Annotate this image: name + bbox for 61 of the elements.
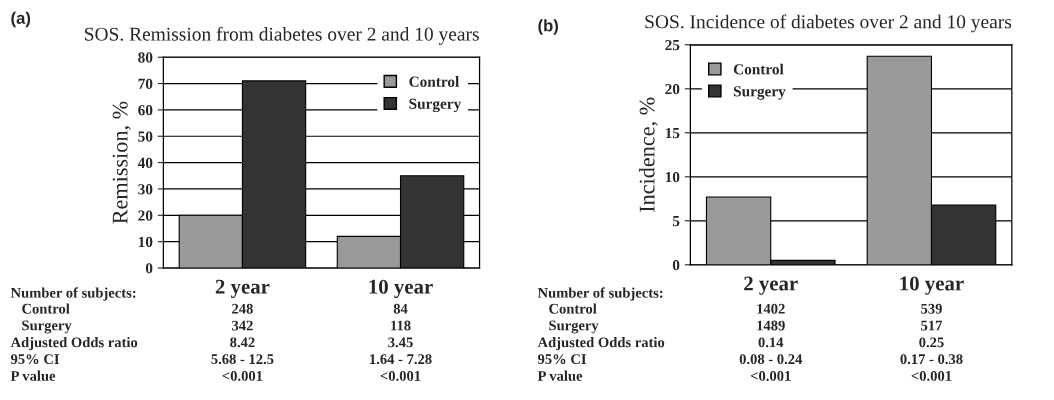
legend-label: Control (733, 63, 784, 75)
text: 118 (391, 320, 411, 331)
y-axis-title: Remission, % (112, 101, 131, 224)
text: <0.001 (380, 371, 421, 381)
text: 8.42 (230, 337, 255, 348)
text: Adjusted Odds ratio (537, 336, 665, 351)
text: Control (549, 303, 597, 314)
y-axis-title: Incidence, % (638, 97, 658, 212)
y-tick-label: 25 (665, 39, 680, 51)
y-tick-label: 20 (665, 83, 680, 95)
text: Surgery (549, 320, 599, 334)
text: 84 (393, 303, 408, 314)
y-tick-label: 0 (672, 259, 680, 271)
text: 3.45 (388, 337, 413, 348)
text: Adjusted Odds ratio (10, 336, 138, 351)
text: 0.08 - 0.24 (739, 354, 803, 365)
y-tick-label: 5 (672, 216, 680, 227)
text: 1489 (757, 320, 785, 331)
y-tick-label: 40 (137, 157, 153, 169)
text: 1.64 - 7.28 (370, 354, 432, 365)
legend-label: Surgery (409, 98, 462, 113)
text: (a) (11, 11, 31, 28)
text: <0.001 (222, 371, 263, 381)
y-tick-label: 80 (138, 52, 153, 63)
text: 0.17 - 0.38 (900, 354, 963, 365)
text: 342 (232, 320, 253, 331)
x-tick-label: 10 year (900, 276, 964, 295)
text: Surgery (22, 320, 72, 334)
text: P value (10, 370, 56, 381)
y-tick-label: 50 (138, 131, 153, 142)
text: (b) (538, 19, 558, 35)
text: 248 (232, 303, 253, 314)
chart-title: SOS. Incidence of diabetes over 2 and 10 years (645, 14, 1012, 33)
chart-title: SOS. Remission from diabetes over 2 and 10 years (85, 26, 479, 45)
text: P value (537, 370, 583, 381)
x-tick-label: 2 year (215, 279, 270, 298)
text: 517 (921, 320, 943, 331)
y-tick-label: 0 (145, 263, 153, 274)
text: 539 (921, 303, 942, 314)
y-tick-label: 30 (138, 184, 153, 195)
y-tick-label: 15 (665, 128, 680, 139)
y-tick-label: 20 (138, 210, 153, 221)
y-tick-label: 10 (138, 236, 153, 248)
text: <0.001 (750, 371, 791, 381)
text: 95% CI (10, 354, 60, 365)
text: Number of subjects: (537, 287, 663, 301)
text: 5.68 - 12.5 (211, 354, 274, 365)
text: 1402 (757, 303, 785, 314)
legend-label: Control (409, 76, 460, 87)
text: Control (22, 303, 70, 314)
text: Number of subjects: (10, 287, 136, 301)
legend-label: Surgery (733, 86, 786, 100)
x-tick-label: 10 year (369, 279, 433, 298)
text: 95% CI (537, 354, 587, 365)
text: 0.14 (758, 337, 784, 348)
y-tick-label: 70 (138, 78, 153, 89)
text: 0.25 (919, 337, 944, 348)
x-tick-label: 2 year (744, 276, 798, 295)
y-tick-label: 10 (665, 171, 680, 183)
y-tick-label: 60 (138, 105, 153, 116)
text: <0.001 (911, 371, 952, 381)
